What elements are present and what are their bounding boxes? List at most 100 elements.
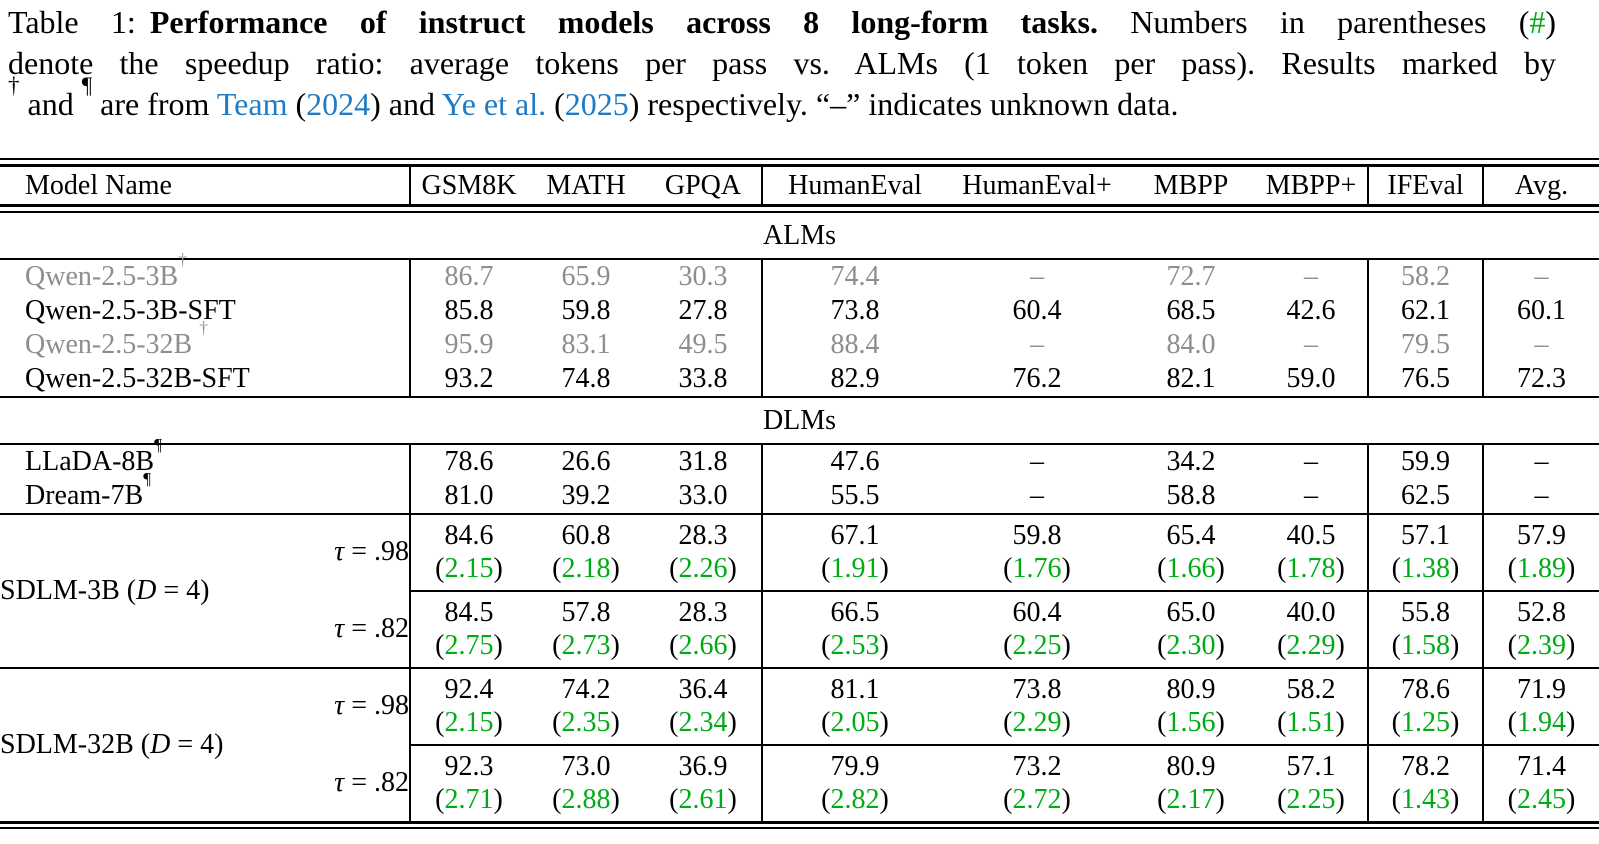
paren: ) xyxy=(879,553,889,584)
score: 73.8 xyxy=(1012,674,1062,705)
score-cell: 79.5 xyxy=(1367,328,1483,362)
paren: ( xyxy=(1391,630,1401,661)
score-cell: 26.6 xyxy=(561,446,611,477)
score-cell: – xyxy=(1030,446,1044,477)
paren: ( xyxy=(1391,784,1401,815)
speedup: (1.38) xyxy=(1369,552,1482,585)
paren: ( xyxy=(669,784,679,815)
paren: ) xyxy=(1061,630,1071,661)
header-math: MATH xyxy=(546,169,626,201)
score: 57.1 xyxy=(1401,520,1450,551)
score: 60.4 xyxy=(1012,597,1062,628)
table-row: LLaDA-8B¶ 78.6 26.6 31.8 47.6 – 34.2 – 5… xyxy=(0,436,1599,479)
model-name: Qwen-2.5-3B-SFT xyxy=(25,295,236,326)
score-cell: – xyxy=(1482,479,1599,513)
paren: ) xyxy=(727,707,737,738)
paren: ( xyxy=(1277,553,1287,584)
speedup: (2.71) xyxy=(411,783,527,816)
speedup-value: 2.66 xyxy=(678,630,728,661)
score-cell: 57.9 (1.89) xyxy=(1482,515,1599,590)
speedup: (2.45) xyxy=(1484,783,1599,816)
tau-setting-cell: τ = .82 xyxy=(285,592,410,667)
tau-value: = .82 xyxy=(344,613,409,644)
speedup-value: 1.89 xyxy=(1517,553,1566,584)
paren: ) xyxy=(1061,553,1071,584)
speedup-value: 1.91 xyxy=(830,553,880,584)
score-cell: – xyxy=(1482,445,1599,479)
tau-symbol: τ xyxy=(334,690,345,721)
speedup: (2.25) xyxy=(947,629,1127,662)
score-cell: – xyxy=(1304,446,1318,477)
score-cell: 65.9 xyxy=(561,261,611,292)
model-name: Qwen-2.5-32B xyxy=(25,329,200,360)
speedup-value: 2.15 xyxy=(444,707,494,738)
score: 28.3 xyxy=(678,597,728,628)
speedup: (2.35) xyxy=(527,706,645,739)
score-cell: 30.3 xyxy=(678,261,728,292)
speedup-value: 2.53 xyxy=(830,630,880,661)
section-label-alms: ALMs xyxy=(762,219,837,251)
score-cell: 60.1 xyxy=(1482,294,1599,328)
speedup: (2.34) xyxy=(645,706,761,739)
model-name-cell: Dream-7B¶ xyxy=(0,470,410,513)
paren: ( xyxy=(1391,553,1401,584)
speedup-value: 1.78 xyxy=(1286,553,1336,584)
paren: ( xyxy=(821,630,831,661)
paren: ) xyxy=(1450,784,1460,815)
score: 80.9 xyxy=(1166,674,1216,705)
score-cell: 74.8 xyxy=(561,363,611,394)
paren: ( xyxy=(435,630,445,661)
paren: ( xyxy=(669,630,679,661)
speedup-value: 1.66 xyxy=(1166,553,1216,584)
score-cell: 55.8 (1.58) xyxy=(1367,592,1483,667)
score-cell: 40.0 (2.29) xyxy=(1255,592,1368,667)
speedup: (1.76) xyxy=(947,552,1127,585)
speedup-hash-symbol: # xyxy=(1529,4,1546,40)
score-cell: 49.5 xyxy=(678,329,728,360)
paren: ( xyxy=(1003,707,1013,738)
citation-ye-link[interactable]: Ye et al. xyxy=(441,86,547,122)
speedup: (1.66) xyxy=(1127,552,1255,585)
score: 55.8 xyxy=(1401,597,1450,628)
model-name-cell: SDLM-32B (D = 4) xyxy=(0,669,285,821)
score-cell: 58.2 xyxy=(1367,260,1483,294)
model-name: Qwen-2.5-3B xyxy=(25,261,179,292)
score-cell: 84.0 xyxy=(1166,329,1216,360)
paren: ) xyxy=(610,784,620,815)
score: 57.9 xyxy=(1517,520,1566,551)
speedup: (1.89) xyxy=(1484,552,1599,585)
tau-setting-cell: τ = .98 xyxy=(285,515,410,590)
model-name-cell: Qwen-2.5-32B-SFT xyxy=(0,362,410,396)
paren: ) xyxy=(1215,707,1225,738)
paren: ) xyxy=(1335,553,1345,584)
table-row: τ = .82 84.5 (2.75) 57.8 (2.73) 28.3 (2.66)… xyxy=(0,592,1599,667)
paren: ( xyxy=(1507,707,1517,738)
citation-team-link[interactable]: Team xyxy=(216,86,288,122)
speedup-value: 2.75 xyxy=(444,630,494,661)
speedup-value: 1.94 xyxy=(1517,707,1566,738)
speedup: (2.75) xyxy=(411,629,527,662)
speedup-value: 2.35 xyxy=(561,707,611,738)
paren: ) xyxy=(727,630,737,661)
score-cell: 73.2 (2.72) xyxy=(947,746,1127,821)
model-name: SDLM-3B ( xyxy=(0,574,137,606)
paren: ( xyxy=(1277,707,1287,738)
paren: ) xyxy=(610,707,620,738)
citation-year-link[interactable]: 2025 xyxy=(564,86,629,122)
score: 73.0 xyxy=(561,751,611,782)
paren: ( xyxy=(1003,553,1013,584)
tau-value: = .98 xyxy=(344,690,409,721)
speedup-value: 1.43 xyxy=(1401,784,1450,815)
rule xyxy=(0,513,1599,515)
score-cell: 74.4 xyxy=(761,260,947,294)
speedup-value: 2.72 xyxy=(1012,784,1062,815)
pilcrow-mark: ¶ xyxy=(154,435,162,455)
paren: ) xyxy=(370,86,381,122)
score: 84.5 xyxy=(444,597,494,628)
paren: ( xyxy=(821,707,831,738)
speedup: (2.26) xyxy=(645,552,761,585)
caption-line-1: Table 1: Performance of instruct models a… xyxy=(8,2,1556,43)
score-cell: 78.6 xyxy=(409,445,527,479)
citation-year-link[interactable]: 2024 xyxy=(306,86,371,122)
caption-table-number: Table 1: xyxy=(8,4,136,40)
